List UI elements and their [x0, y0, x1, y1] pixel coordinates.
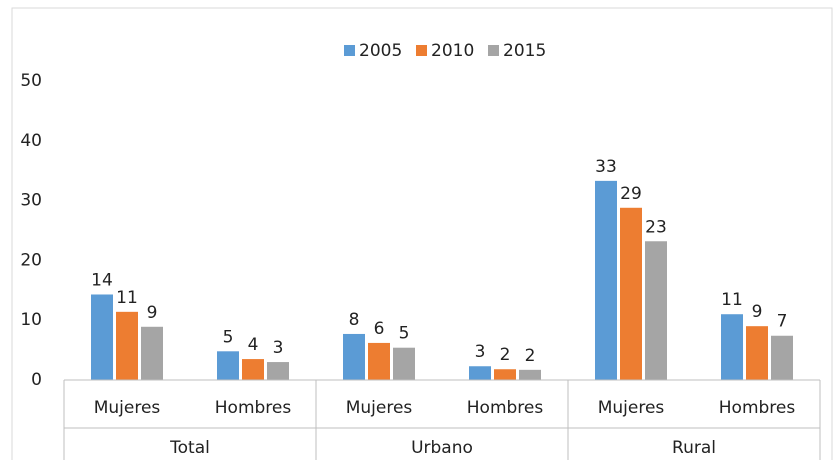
bar	[242, 359, 264, 380]
chart-border	[11, 7, 833, 460]
bar	[519, 369, 541, 380]
value-label: 11	[116, 288, 138, 308]
value-label: 3	[475, 342, 486, 362]
value-label: 9	[752, 302, 763, 322]
y-tick-label: 40	[20, 131, 42, 151]
y-tick-label: 10	[20, 310, 42, 330]
value-label: 5	[399, 324, 410, 344]
bar	[217, 351, 239, 380]
x-tick-label: Hombres	[215, 398, 292, 418]
value-label: 2	[500, 345, 511, 365]
y-tick-label: 50	[20, 71, 42, 91]
group-label: Total	[169, 438, 210, 458]
bar	[91, 294, 113, 380]
bar	[746, 326, 768, 380]
legend-label: 2010	[431, 41, 474, 61]
bar	[494, 369, 516, 380]
value-label: 9	[147, 303, 158, 323]
value-label: 23	[645, 217, 667, 237]
x-tick-label: Mujeres	[94, 398, 161, 418]
value-label: 3	[273, 338, 284, 358]
bar	[116, 311, 138, 380]
value-label: 11	[721, 290, 743, 310]
y-tick-label: 0	[31, 370, 42, 390]
bar	[343, 333, 365, 380]
value-label: 29	[620, 184, 642, 204]
value-label: 5	[223, 327, 234, 347]
group-label: Urbano	[411, 438, 473, 458]
value-label: 14	[91, 270, 113, 290]
bar	[469, 366, 491, 380]
legend-label: 2005	[359, 41, 402, 61]
legend-swatch	[344, 45, 355, 56]
bar	[771, 335, 793, 380]
value-label: 2	[525, 346, 536, 366]
bar	[620, 207, 642, 380]
legend-swatch	[416, 45, 427, 56]
value-label: 4	[248, 335, 259, 355]
y-tick-label: 20	[20, 250, 42, 270]
legend-label: 2015	[503, 41, 546, 61]
legend-swatch	[488, 45, 499, 56]
x-tick-label: Mujeres	[598, 398, 665, 418]
bar	[141, 326, 163, 380]
bar	[393, 347, 415, 380]
bar	[721, 314, 743, 380]
x-tick-label: Mujeres	[346, 398, 413, 418]
group-label: Rural	[672, 438, 716, 458]
bar	[267, 362, 289, 380]
bar	[645, 241, 667, 380]
y-tick-label: 30	[20, 191, 42, 211]
bar	[368, 342, 390, 380]
value-label: 8	[349, 310, 360, 330]
x-tick-label: Hombres	[719, 398, 796, 418]
value-label: 33	[595, 157, 617, 177]
value-label: 6	[374, 319, 385, 339]
bar	[595, 180, 617, 380]
value-label: 7	[777, 312, 788, 332]
x-tick-label: Hombres	[467, 398, 544, 418]
